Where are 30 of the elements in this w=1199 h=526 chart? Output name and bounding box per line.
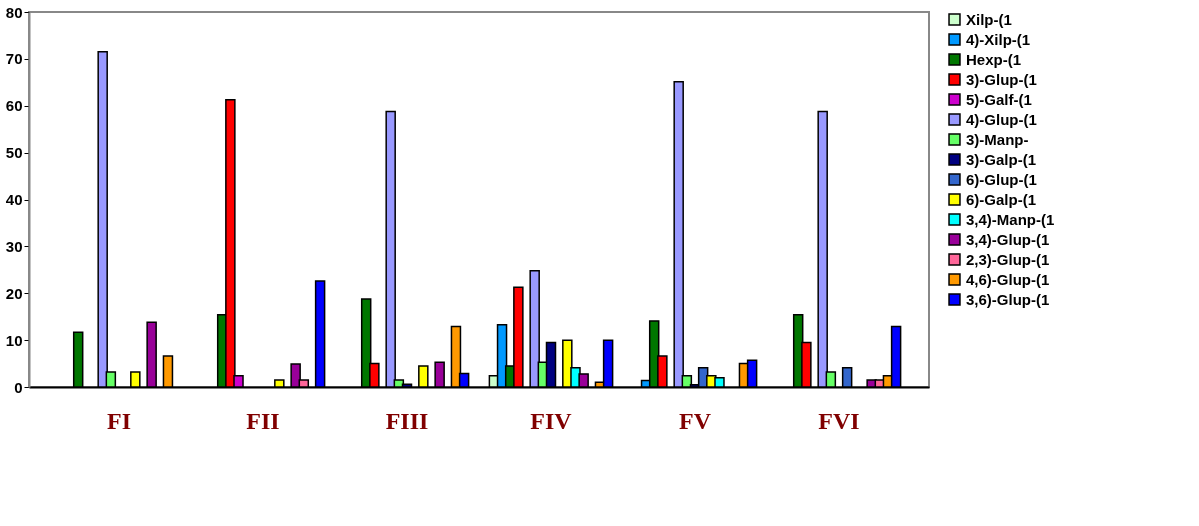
y-tick-label: 0 [14, 378, 23, 396]
legend-label: 3,4)-Glup-(1 [966, 230, 1050, 248]
y-tick-label: 80 [5, 3, 23, 21]
x-tick-label: FII [246, 407, 280, 434]
y-tick-label: 40 [5, 191, 23, 208]
legend-label: 6)-Galp-(1 [966, 190, 1037, 208]
x-tick-label: FVI [818, 407, 860, 434]
legend-label: 3,6)-Glup-(1 [966, 290, 1050, 308]
y-tick-label: 20 [5, 284, 23, 302]
legend-label: 3)-Glup-(1 [966, 70, 1037, 88]
legend-label: 4,6)-Glup-(1 [966, 270, 1050, 288]
legend-label: 4)-Xilp-(1 [966, 30, 1031, 48]
y-tick-label: 60 [5, 97, 23, 115]
y-tick-label: 10 [5, 331, 23, 349]
legend-label: 3)-Manp- [966, 130, 1029, 148]
legend-label: 4)-Glup-(1 [966, 110, 1037, 128]
legend-label: Xilp-(1 [966, 10, 1012, 28]
x-tick-label: FIII [385, 407, 429, 434]
legend-label: 5)-Galf-(1 [966, 90, 1032, 108]
y-tick-label: 30 [5, 237, 23, 255]
x-tick-label: FI [107, 407, 131, 434]
y-tick-label: 50 [5, 144, 23, 162]
legend-label: 2,3)-Glup-(1 [966, 250, 1050, 268]
x-tick-label: FV [679, 407, 712, 434]
legend-label: 3)-Galp-(1 [966, 150, 1037, 168]
legend-label: Hexp-(1 [966, 50, 1022, 68]
y-tick-label: 70 [5, 50, 23, 68]
legend-label: 6)-Glup-(1 [966, 170, 1037, 188]
x-tick-label: FIV [530, 407, 573, 434]
legend-label: 3,4)-Manp-(1 [966, 210, 1055, 228]
